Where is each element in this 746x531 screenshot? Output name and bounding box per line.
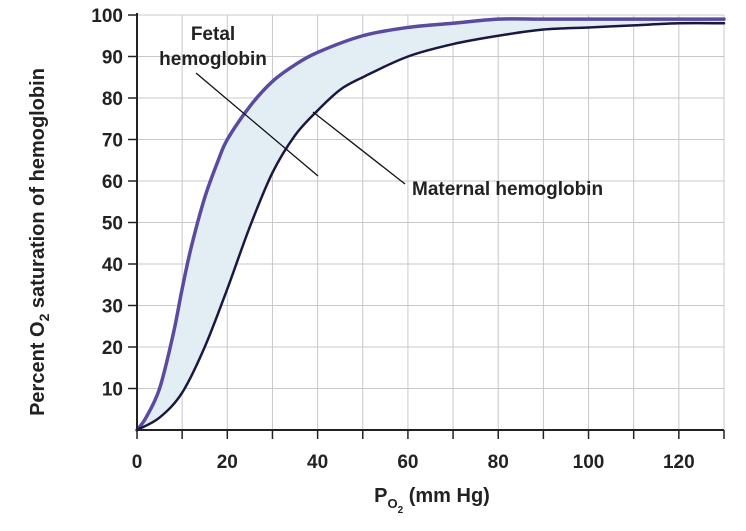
y-tick-label: 10 [102,380,123,401]
y-tick-label: 50 [102,214,123,235]
x-tick-label: 20 [217,452,238,473]
y-tick-label: 40 [102,255,123,276]
x-axis-label: PO2 (mm Hg) [374,485,490,516]
tick-labels: 0 20 40 60 80 100 120 10 20 30 40 50 60 70 80 90 100 [91,6,694,473]
x-tick-label: 80 [488,452,509,473]
fetal-hemoglobin-curve [135,17,726,432]
maternal-leader-line [312,111,406,185]
y-tick-label: 60 [102,172,123,193]
y-tick-label: 30 [102,297,123,318]
y-tick-label: 100 [91,6,123,27]
x-tick-label: 40 [307,452,328,473]
x-tick-label: 120 [663,452,695,473]
fetal-hemoglobin-label: Fetal hemoglobin [159,24,267,70]
x-tick-label: 100 [573,452,605,473]
axes [128,13,725,439]
y-tick-label: 90 [102,48,123,69]
y-tick-label: 20 [102,338,123,359]
saturation-difference-band [137,18,724,431]
x-tick-label: 60 [397,452,418,473]
maternal-hemoglobin-curve [135,21,726,432]
y-tick-label: 70 [102,131,123,152]
x-tick-label: 0 [132,452,143,473]
series-labels: Fetal hemoglobin Maternal hemoglobin [159,24,603,200]
series-lines [135,17,726,432]
gridlines [137,14,725,430]
y-tick-label: 80 [102,89,123,110]
maternal-hemoglobin-label: Maternal hemoglobin [412,179,603,200]
y-axis-label: Percent O2 saturation of hemoglobin [27,68,52,416]
fetal-leader-line [195,72,319,177]
